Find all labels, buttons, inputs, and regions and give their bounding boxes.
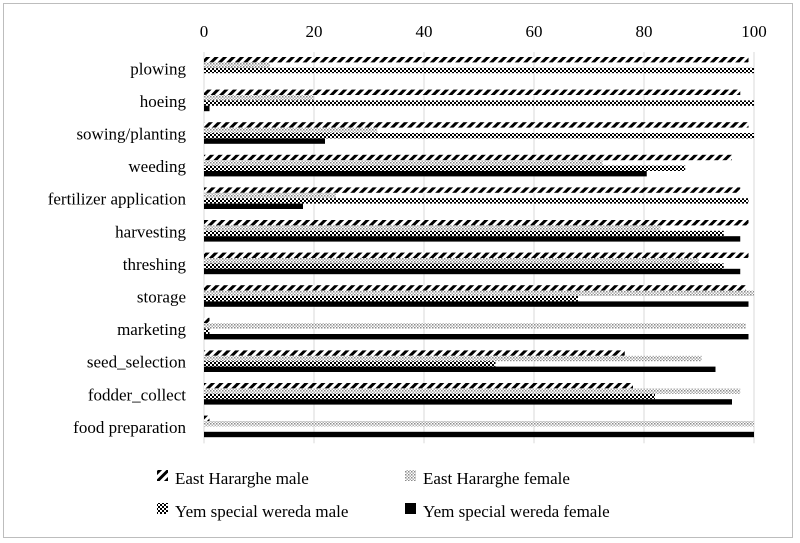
bar-marketing-east-hararghe-male	[204, 317, 210, 324]
bar-threshing-yem-special-wereda-female	[204, 268, 741, 275]
bar-fodder-collect-yem-special-wereda-female	[204, 399, 732, 405]
category-label-fodder-collect: fodder_collect	[88, 385, 186, 404]
x-axis-ticks: 0 20 40 60 80 100	[200, 22, 767, 41]
category-label-seed-selection: seed_selection	[87, 353, 187, 372]
bar-harvesting-east-hararghe-male	[204, 220, 749, 226]
bar-fodder-collect-east-hararghe-male	[204, 383, 633, 389]
bar-harvesting-yem-special-wereda-female	[204, 236, 741, 242]
bar-storage-east-hararghe-male	[204, 285, 746, 291]
bar-seed-selection-east-hararghe-female	[204, 355, 702, 362]
bar-threshing-east-hararghe-female	[204, 258, 699, 264]
legend-swatch-yem-special-wereda-female	[405, 503, 416, 514]
category-label-storage: storage	[137, 288, 186, 307]
bar-harvesting-yem-special-wereda-male	[204, 230, 724, 237]
legend-swatch-east-hararghe-female	[405, 470, 416, 481]
x-tick-label-40: 40	[416, 22, 433, 41]
bar-food-preparation-east-hararghe-female	[204, 421, 754, 427]
bars	[204, 57, 754, 438]
legend-swatch-yem-special-wereda-male	[157, 503, 168, 514]
category-label-threshing: threshing	[123, 255, 187, 274]
bar-hoeing-east-hararghe-female	[204, 95, 314, 101]
bar-plowing-yem-special-wereda-male	[204, 67, 754, 74]
category-label-weeding: weeding	[128, 157, 186, 176]
bar-storage-east-hararghe-female	[204, 290, 754, 296]
bar-fodder-collect-yem-special-wereda-male	[204, 393, 655, 400]
bar-seed-selection-yem-special-wereda-male	[204, 361, 496, 367]
legend-label-east-hararghe-female: East Hararghe female	[423, 469, 570, 488]
legend-label-yem-special-wereda-male: Yem special wereda male	[175, 502, 348, 521]
category-label-hoeing: hoeing	[140, 92, 187, 111]
x-tick-label-60: 60	[526, 22, 543, 41]
x-tick-label-80: 80	[636, 22, 653, 41]
bar-weeding-yem-special-wereda-female	[204, 171, 647, 177]
legend-swatch-east-hararghe-male	[157, 470, 168, 481]
bar-sowing-planting-yem-special-wereda-male	[204, 133, 754, 139]
legend: East Hararghe male East Hararghe female Ye…	[157, 469, 610, 521]
bar-hoeing-yem-special-wereda-male	[204, 100, 754, 106]
bar-hoeing-east-hararghe-male	[204, 89, 741, 95]
category-label-fertilizer-application: fertilizer application	[48, 190, 187, 209]
bar-fertilizer-application-yem-special-wereda-female	[204, 203, 303, 209]
x-tick-label-100: 100	[741, 22, 767, 41]
bar-fertilizer-application-east-hararghe-male	[204, 187, 741, 193]
category-labels: plowing hoeing sowing/planting weeding ferti…	[48, 59, 187, 437]
bar-storage-yem-special-wereda-female	[204, 301, 749, 307]
legend-label-east-hararghe-male: East Hararghe male	[175, 469, 309, 488]
category-label-marketing: marketing	[117, 320, 186, 339]
bar-fertilizer-application-yem-special-wereda-male	[204, 198, 749, 204]
bar-threshing-yem-special-wereda-male	[204, 263, 724, 269]
bar-fodder-collect-east-hararghe-female	[204, 388, 741, 394]
bar-food-preparation-yem-special-wereda-female	[204, 431, 754, 438]
bar-food-preparation-east-hararghe-male	[204, 415, 210, 421]
bar-plowing-east-hararghe-male	[204, 57, 749, 63]
category-label-food-preparation: food preparation	[73, 418, 186, 437]
bar-hoeing-yem-special-wereda-female	[204, 105, 210, 112]
bar-seed-selection-east-hararghe-male	[204, 350, 625, 356]
category-label-harvesting: harvesting	[115, 222, 186, 241]
bar-weeding-yem-special-wereda-male	[204, 165, 686, 171]
bar-sowing-planting-yem-special-wereda-female	[204, 138, 325, 144]
legend-label-yem-special-wereda-female: Yem special wereda female	[423, 502, 610, 521]
bar-fertilizer-application-east-hararghe-female	[204, 192, 336, 199]
bar-sowing-planting-east-hararghe-female	[204, 127, 378, 133]
category-label-plowing: plowing	[130, 59, 186, 78]
x-tick-label-20: 20	[306, 22, 323, 41]
bar-sowing-planting-east-hararghe-male	[204, 122, 749, 128]
bar-marketing-east-hararghe-female	[204, 323, 746, 329]
gridlines	[203, 52, 755, 444]
x-tick-label-0: 0	[200, 22, 209, 41]
bar-weeding-east-hararghe-male	[204, 154, 732, 161]
bar-marketing-yem-special-wereda-female	[204, 334, 749, 340]
bar-harvesting-east-hararghe-female	[204, 225, 661, 231]
category-label-sowing-planting: sowing/planting	[76, 125, 186, 144]
bar-weeding-east-hararghe-female	[204, 160, 603, 166]
bar-seed-selection-yem-special-wereda-female	[204, 366, 716, 372]
bar-storage-yem-special-wereda-male	[204, 296, 578, 302]
bar-marketing-yem-special-wereda-male	[204, 328, 210, 334]
bar-plowing-east-hararghe-female	[204, 62, 270, 68]
bar-threshing-east-hararghe-male	[204, 252, 749, 258]
